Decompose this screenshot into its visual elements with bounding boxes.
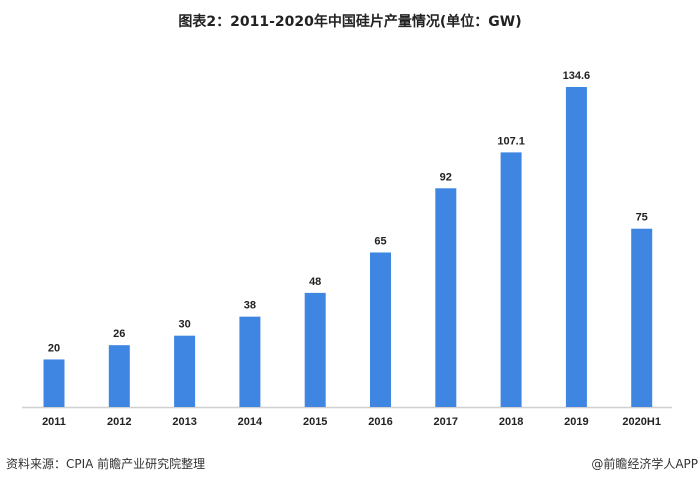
x-tick-2013: 2013	[172, 416, 196, 428]
data-label-2018: 107.1	[497, 135, 525, 147]
x-tick-2017: 2017	[434, 416, 458, 428]
x-tick-2019: 2019	[564, 416, 588, 428]
x-tick-2014: 2014	[238, 416, 263, 428]
data-label-2015: 48	[309, 276, 321, 288]
bar-2014	[239, 316, 261, 407]
x-tick-2018: 2018	[499, 416, 523, 428]
x-tick-2016: 2016	[368, 416, 392, 428]
data-label-2011: 20	[48, 342, 60, 354]
x-tick-2020H1: 2020H1	[622, 416, 661, 428]
data-label-2020H1: 75	[636, 212, 648, 224]
source-note: 资料来源：CPIA 前瞻产业研究院整理	[6, 457, 206, 471]
data-label-2019: 134.6	[563, 70, 591, 82]
bar-2013	[174, 335, 196, 407]
data-label-2013: 30	[178, 319, 190, 331]
bar-2015	[304, 292, 326, 407]
data-label-2017: 92	[440, 171, 452, 183]
data-label-2014: 38	[244, 300, 256, 312]
x-tick-2015: 2015	[303, 416, 327, 428]
bar-2012	[108, 345, 130, 407]
bar-2018	[500, 152, 522, 407]
chart-title: 图表2：2011-2020年中国硅片产量情况(单位：GW)	[178, 14, 522, 30]
x-tick-2012: 2012	[107, 416, 131, 428]
x-tick-2011: 2011	[42, 416, 66, 428]
bar-2019	[565, 87, 587, 407]
bar-2016	[370, 252, 391, 407]
data-label-2012: 26	[113, 328, 125, 340]
bar-2020H1	[631, 228, 653, 407]
bar-2011	[43, 359, 65, 407]
credit-note: @前瞻经济学人APP	[591, 457, 698, 471]
bar-2017	[435, 188, 457, 407]
data-label-2016: 65	[374, 235, 386, 247]
